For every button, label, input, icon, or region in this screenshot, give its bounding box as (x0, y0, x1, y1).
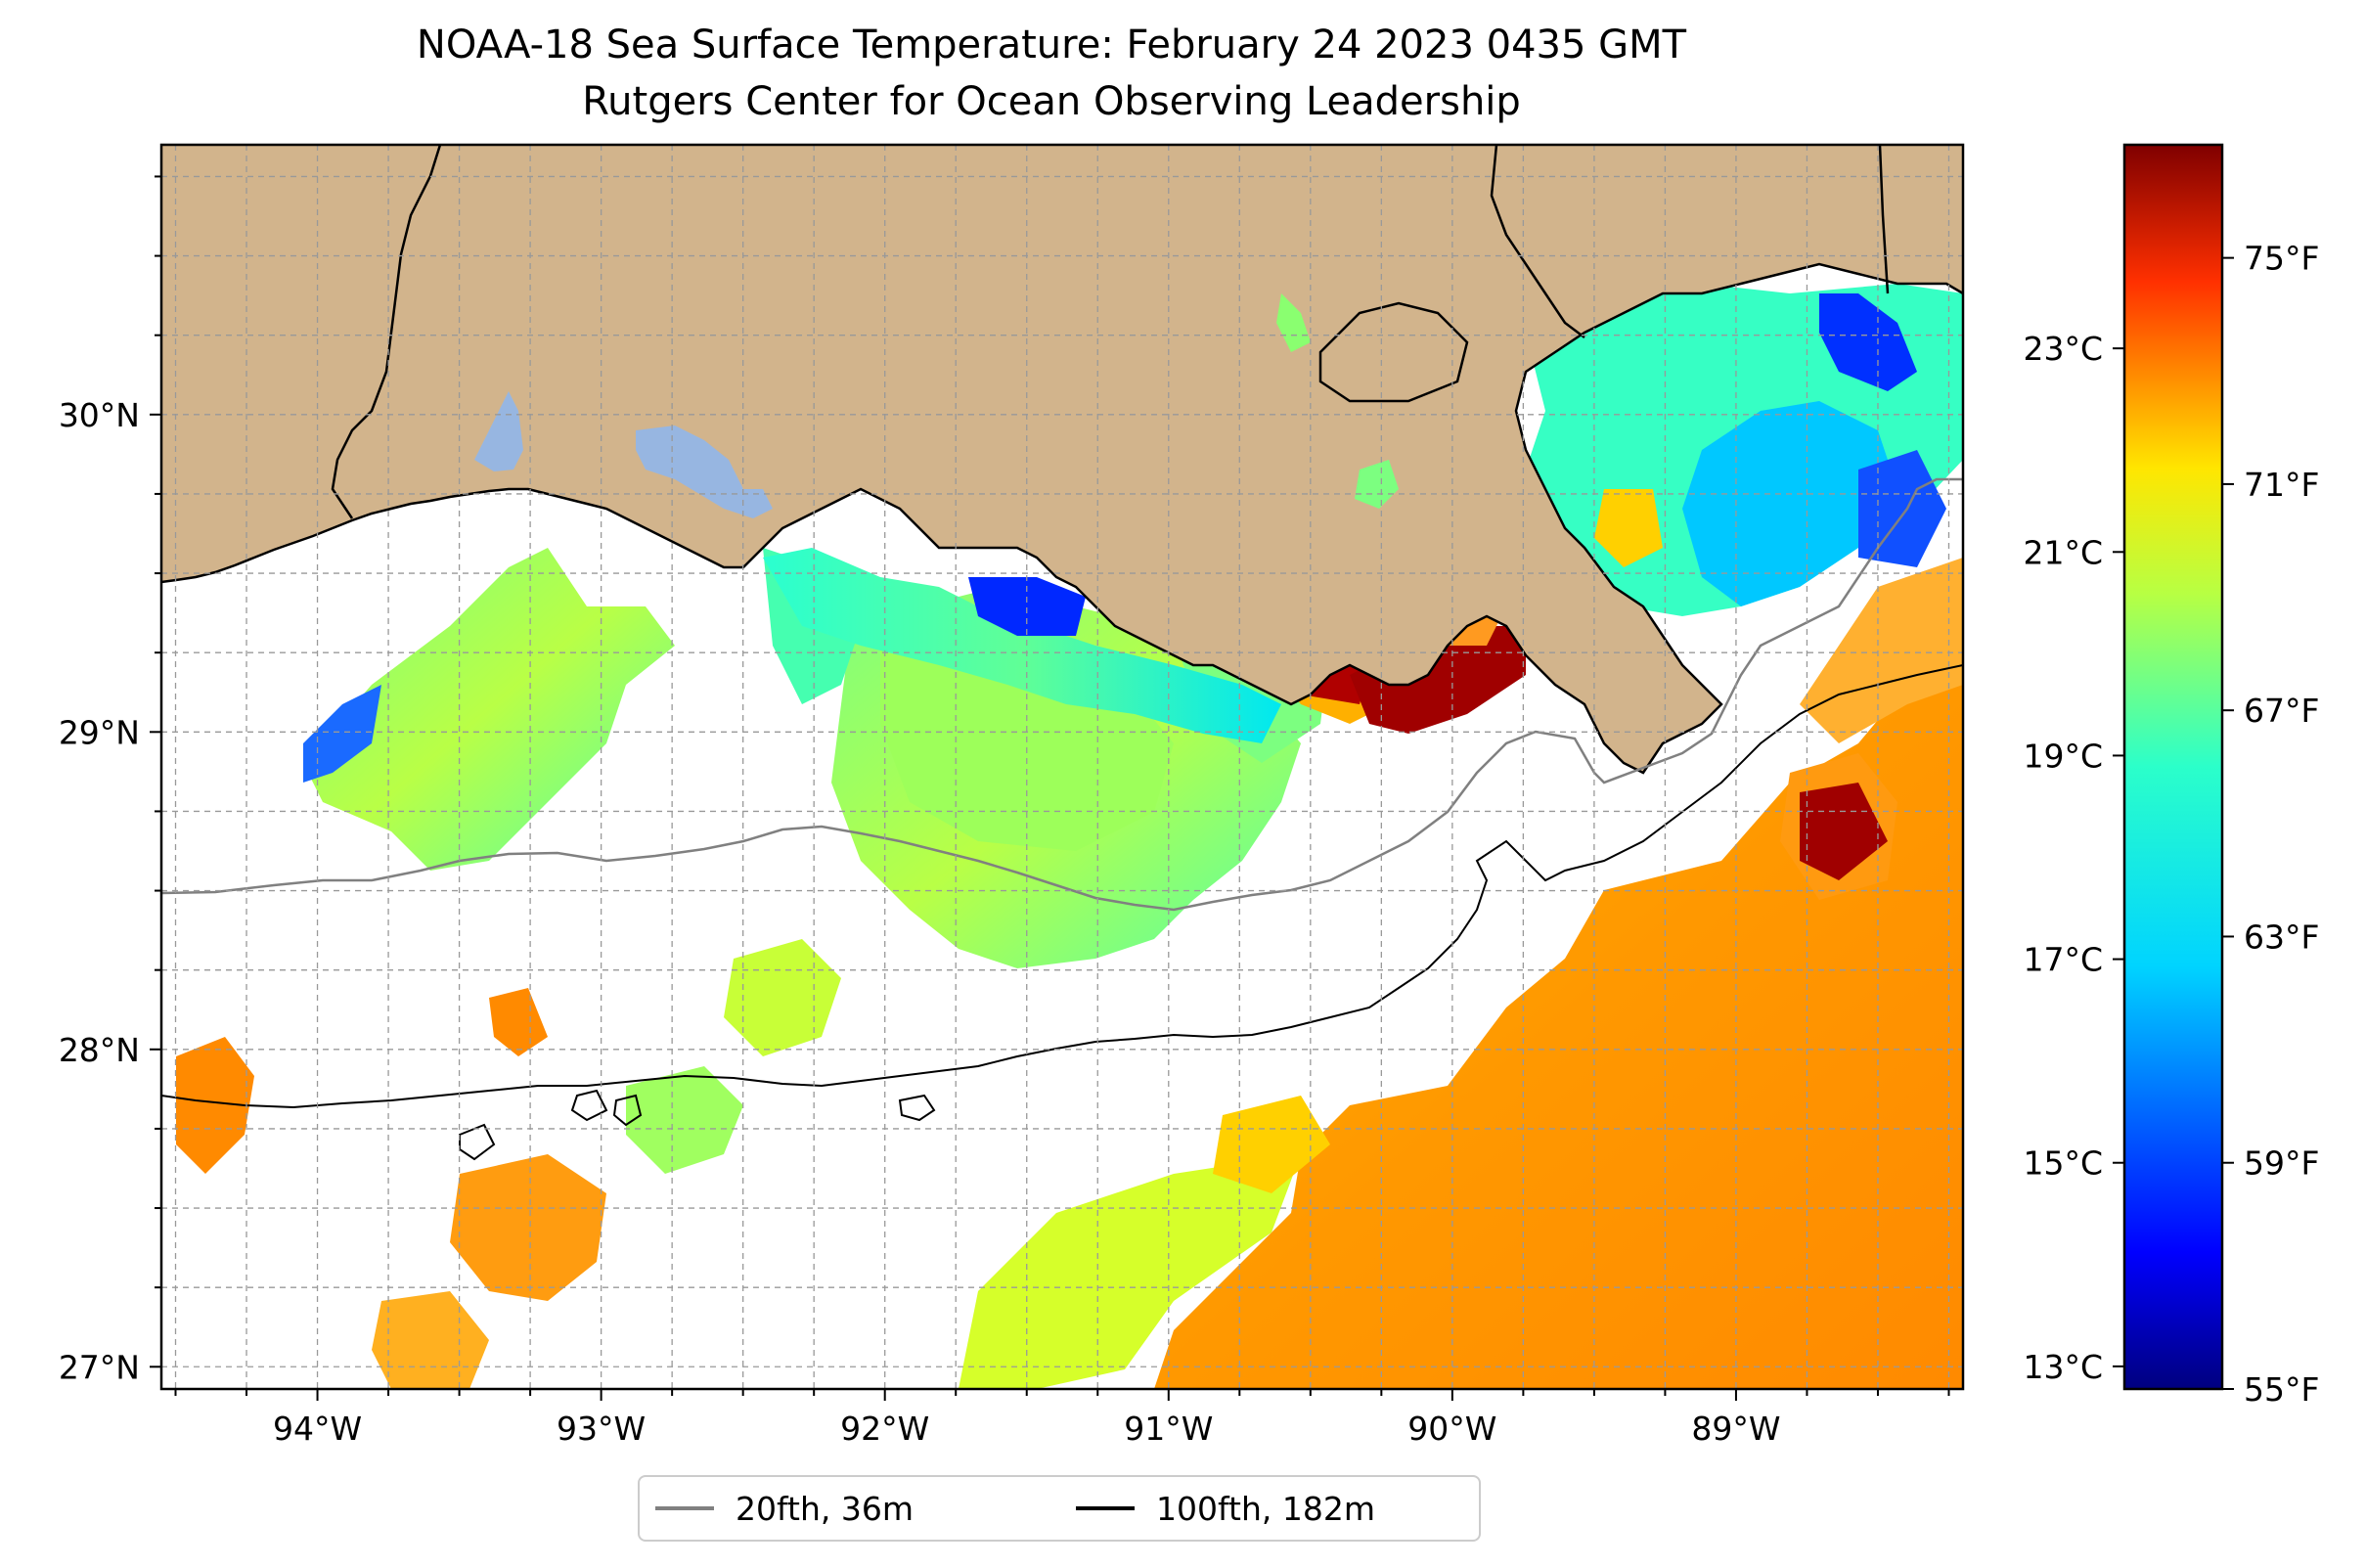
map-frame (159, 143, 1965, 1391)
state-border-la-ms (1490, 145, 1585, 338)
colorbar-f-label: 71°F (2244, 466, 2319, 504)
colorbar-f-label: 75°F (2244, 240, 2319, 278)
legend-swatch (1076, 1506, 1135, 1510)
colorbar-c-label: 19°C (2023, 737, 2103, 775)
state-border-ms-al (1878, 145, 1890, 294)
map-title: NOAA-18 Sea Surface Temperature: Februar… (416, 22, 1687, 67)
lon-tick-label: 91°W (1124, 1410, 1213, 1448)
lake-calcasieu (474, 391, 523, 471)
lon-tick-label: 89°W (1691, 1410, 1780, 1448)
colorbar-f-label: 59°F (2244, 1144, 2319, 1183)
colorbar-c-label: 17°C (2023, 941, 2103, 979)
colorbar (2122, 143, 2224, 1391)
isobath-100fth (161, 664, 1963, 1109)
legend-item-20fth: 20fth, 36m (655, 1477, 914, 1540)
colorbar-f-label: 67°F (2244, 692, 2319, 730)
map-axes: 94°W 93°W 92°W 91°W 90°W 89°W 30°N 29°N 28°N 27°N (59, 175, 1950, 1448)
lon-tick-label: 93°W (557, 1410, 646, 1448)
lon-tick-label: 92°W (840, 1410, 929, 1448)
lat-tick-label: 28°N (59, 1031, 140, 1069)
lake-grand (636, 426, 773, 518)
map-legend: 20fth, 36m 100fth, 182m (638, 1475, 1481, 1542)
colorbar-c-label: 15°C (2023, 1144, 2103, 1183)
legend-label: 20fth, 36m (736, 1489, 914, 1528)
colorbar-c-label: 21°C (2023, 533, 2103, 571)
colorbar-f-label: 63°F (2244, 918, 2319, 956)
lat-tick-label: 27°N (59, 1348, 140, 1386)
coastline (161, 262, 1963, 775)
legend-item-100fth: 100fth, 182m (1076, 1477, 1375, 1540)
lat-tick-label: 30°N (59, 396, 140, 434)
legend-swatch (655, 1506, 714, 1510)
graticule (161, 145, 1963, 1389)
legend-label: 100fth, 182m (1156, 1489, 1375, 1528)
isobath-20fth (161, 477, 1963, 912)
land-mass (161, 145, 1963, 773)
map-subtitle: Rutgers Center for Ocean Observing Leade… (582, 79, 1521, 124)
lon-tick-label: 90°W (1407, 1410, 1496, 1448)
colorbar-c-label: 23°C (2023, 330, 2103, 368)
lon-tick-label: 94°W (273, 1410, 362, 1448)
colorbar-f-label: 55°F (2244, 1370, 2319, 1409)
map-area (161, 145, 1963, 1389)
lat-tick-label: 29°N (59, 713, 140, 751)
colorbar-ticks: 55°F 59°F 63°F 67°F 71°F 75°F 13°C 15°C 17°C 19°C… (2023, 240, 2319, 1409)
colorbar-c-label: 13°C (2023, 1348, 2103, 1386)
